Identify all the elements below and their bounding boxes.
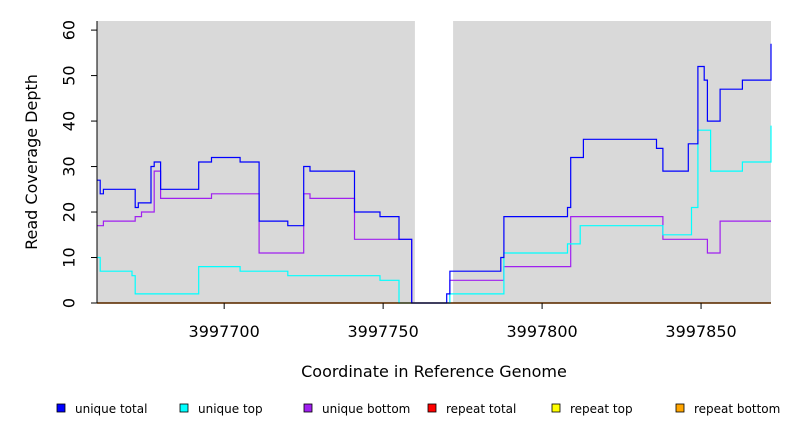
x-tick-label-3997750: 3997750: [347, 322, 418, 341]
x-tick-label-3997850: 3997850: [665, 322, 736, 341]
series-unique-bottom-line: [97, 170, 771, 304]
y-tick-label-20: 20: [60, 202, 79, 222]
legend-swatch-repeat-total: [427, 403, 437, 413]
legend-label-repeat-bottom: repeat bottom: [694, 402, 780, 416]
legend-label-unique-total: unique total: [75, 402, 147, 416]
legend-swatch-unique-top: [179, 403, 189, 413]
x-axis-title: Coordinate in Reference Genome: [301, 362, 567, 381]
axes-layer: 0 10 20 30 40 50 60 3997700 3997750 3997800 399785…: [60, 20, 771, 341]
y-tick-label-10: 10: [60, 247, 79, 267]
legend-swatch-unique-bottom: [303, 403, 313, 413]
y-tick-label-50: 50: [60, 65, 79, 85]
legend-swatch-repeat-top: [551, 403, 561, 413]
legend-swatch-repeat-bottom: [675, 403, 685, 413]
gap-region: [414, 21, 454, 303]
legend-label-unique-bottom: unique bottom: [322, 402, 410, 416]
y-axis-title: Read Coverage Depth: [22, 74, 41, 250]
legend-label-repeat-top: repeat top: [570, 402, 633, 416]
legend-swatch-unique-total: [56, 403, 66, 413]
y-tick-label-60: 60: [60, 20, 79, 40]
y-tick-label-0: 0: [60, 298, 79, 308]
legend-label-repeat-total: repeat total: [446, 402, 516, 416]
legend: unique total unique top unique bottom repea…: [56, 402, 780, 416]
y-tick-label-30: 30: [60, 156, 79, 176]
x-tick-label-3997700: 3997700: [189, 322, 260, 341]
legend-label-unique-top: unique top: [198, 402, 263, 416]
y-tick-label-40: 40: [60, 111, 79, 131]
x-tick-label-3997800: 3997800: [506, 322, 577, 341]
